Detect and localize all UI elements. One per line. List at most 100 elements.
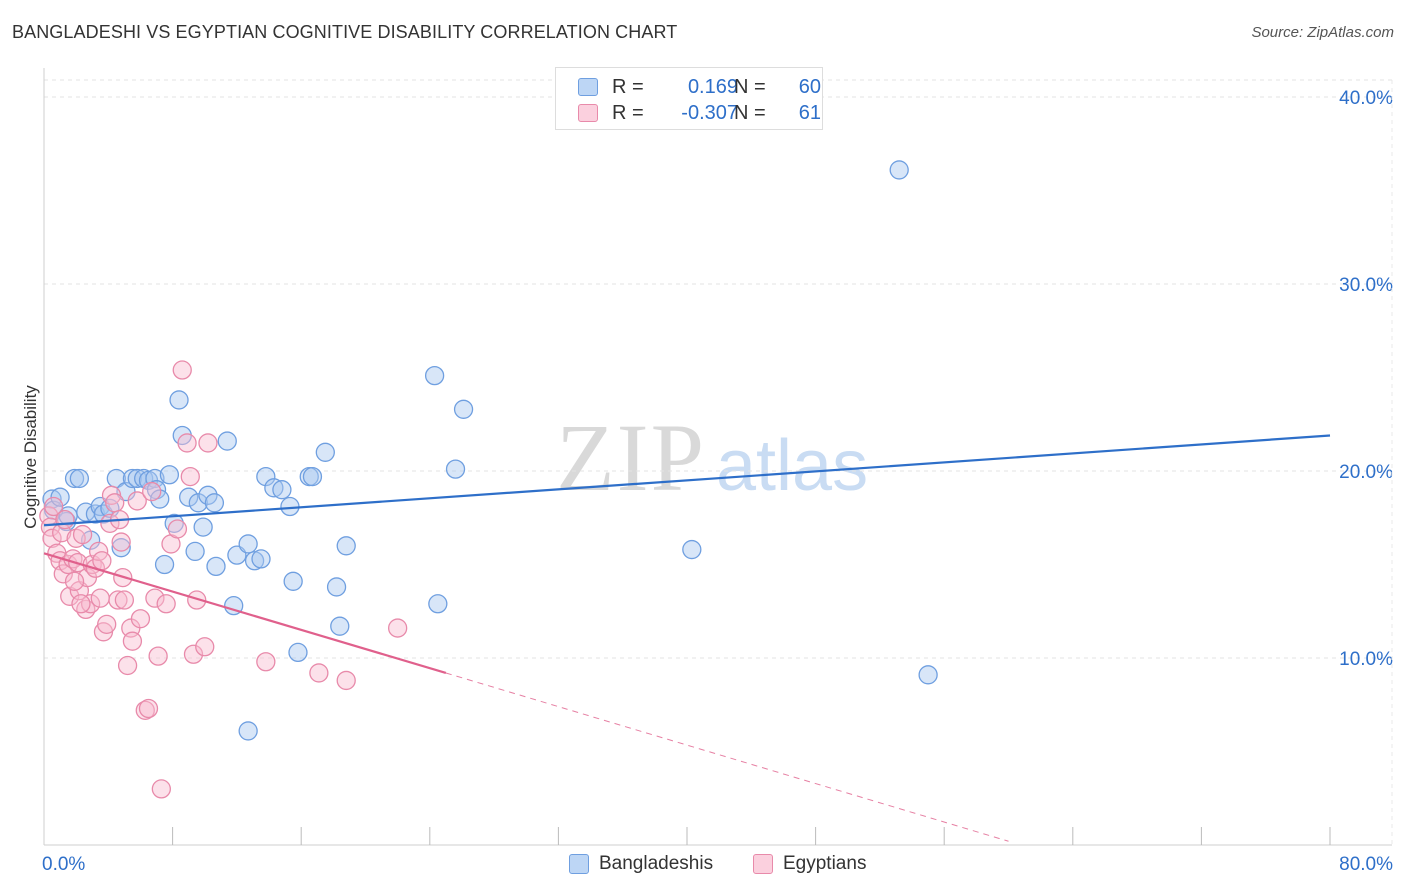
data-point: [336, 536, 356, 556]
data-point: [188, 493, 208, 513]
bottom-legend-label-egyptians: Egyptians: [783, 853, 867, 874]
data-point: [64, 571, 85, 591]
y-axis-label: Cognitive Disability: [21, 385, 40, 529]
data-point: [117, 655, 138, 676]
data-point: [256, 466, 276, 487]
data-point: [179, 487, 199, 507]
data-point: [302, 466, 323, 487]
data-point: [918, 665, 938, 685]
bottom-legend-swatch-bangladeshis: [569, 854, 589, 874]
trendline-bangladeshis: [43, 434, 1331, 527]
series-egyptians: [39, 360, 408, 799]
legend-r-value: 0.169: [687, 76, 738, 98]
legend-r-label: R =: [612, 102, 644, 124]
legend-n-label: N =: [734, 102, 766, 124]
data-point: [111, 538, 131, 558]
data-point: [114, 590, 135, 610]
data-point: [198, 433, 218, 453]
legend-n-value: 61: [798, 102, 821, 124]
data-point: [238, 721, 258, 741]
data-point: [159, 465, 180, 485]
data-point: [156, 594, 176, 614]
data-point: [43, 496, 64, 517]
data-point: [264, 478, 284, 498]
data-point: [122, 468, 143, 489]
data-point: [428, 594, 448, 614]
y-tick-label: 10.0%: [1339, 649, 1393, 670]
chart-title: BANGLADESHI VS EGYPTIAN COGNITIVE DISABI…: [12, 22, 678, 42]
legend-swatch-egyptians: [578, 104, 598, 122]
data-point: [164, 513, 184, 534]
data-point: [283, 571, 303, 591]
data-point: [130, 609, 151, 629]
data-point: [198, 485, 218, 505]
data-point: [64, 468, 85, 489]
data-point: [445, 459, 466, 479]
data-point: [272, 480, 292, 500]
data-point: [142, 481, 162, 502]
legend-r-value: -0.307: [681, 102, 738, 124]
data-point: [108, 590, 128, 610]
data-point: [90, 588, 110, 608]
legend-swatch-bangladeshis: [578, 78, 598, 96]
data-point: [150, 489, 170, 509]
data-point: [154, 554, 175, 575]
data-point: [55, 509, 75, 530]
data-point: [682, 539, 702, 560]
data-point: [309, 663, 329, 683]
data-point: [127, 491, 147, 511]
data-point: [256, 652, 276, 672]
source-label: Source: ZipAtlas.com: [1251, 24, 1394, 41]
data-point: [424, 365, 445, 386]
data-point: [187, 590, 207, 610]
data-point: [177, 433, 197, 453]
data-point: [148, 646, 168, 666]
data-point: [53, 564, 73, 584]
data-point: [50, 487, 70, 507]
data-point: [315, 442, 335, 462]
data-point: [60, 586, 80, 606]
data-point: [97, 614, 117, 634]
data-point: [193, 517, 213, 537]
data-point: [217, 431, 237, 451]
data-point: [326, 577, 347, 597]
data-point: [330, 616, 350, 636]
data-point: [169, 390, 189, 410]
data-point: [206, 556, 226, 577]
y-tick-label: 30.0%: [1339, 275, 1393, 296]
data-point: [195, 637, 215, 657]
data-point: [145, 588, 165, 608]
x-tick-label: 0.0%: [42, 854, 85, 875]
stats-legend: R = 0.169 N = 60 R = -0.307 N = 61: [555, 67, 823, 130]
data-point: [105, 493, 125, 513]
data-point: [151, 779, 171, 799]
data-point: [183, 644, 204, 664]
data-point: [387, 618, 408, 638]
data-point: [100, 513, 120, 534]
data-point: [71, 594, 91, 614]
trendline-extension-egyptians: [445, 672, 1009, 842]
data-point: [251, 549, 271, 569]
data-point: [238, 534, 258, 554]
data-point: [135, 700, 155, 721]
legend-n-label: N =: [734, 76, 766, 98]
data-point: [42, 528, 62, 548]
data-point: [92, 551, 112, 571]
data-point: [204, 493, 225, 513]
data-point: [111, 532, 131, 552]
data-point: [288, 642, 308, 663]
legend-r-label: R =: [612, 76, 644, 98]
data-point: [72, 524, 93, 545]
series-bangladeshis: [42, 160, 938, 741]
y-tick-label: 40.0%: [1339, 88, 1393, 109]
bottom-legend-label-bangladeshis: Bangladeshis: [599, 853, 714, 874]
watermark-zip: ZIP: [556, 404, 706, 511]
data-point: [122, 631, 143, 651]
data-point: [172, 360, 192, 380]
data-point: [69, 468, 90, 489]
trendline-egyptians: [43, 552, 447, 675]
bottom-legend-swatch-egyptians: [753, 854, 773, 874]
data-point: [185, 541, 205, 562]
data-point: [453, 399, 474, 419]
